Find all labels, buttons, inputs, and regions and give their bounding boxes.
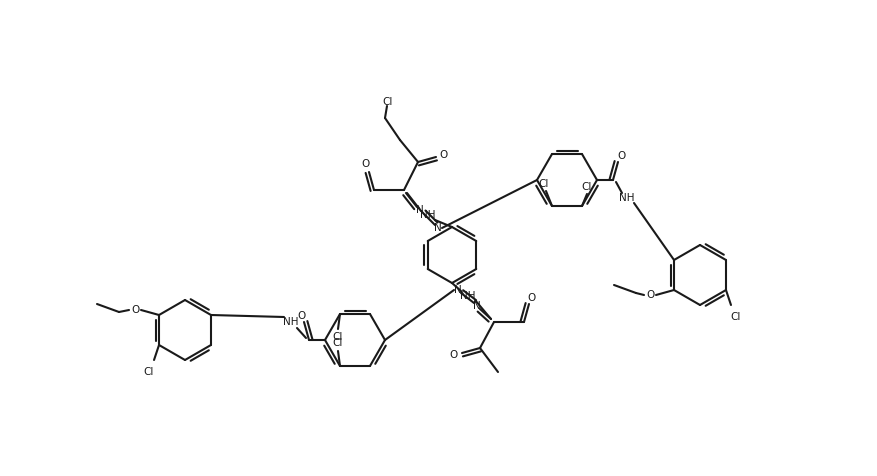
- Text: O: O: [297, 311, 305, 321]
- Text: Cl: Cl: [332, 338, 343, 348]
- Text: Cl: Cl: [538, 179, 549, 189]
- Text: O: O: [617, 151, 625, 161]
- Text: Cl: Cl: [144, 367, 154, 377]
- Text: Cl: Cl: [383, 97, 393, 107]
- Text: O: O: [528, 293, 536, 303]
- Text: N: N: [454, 285, 462, 295]
- Text: Cl: Cl: [332, 332, 343, 342]
- Text: Cl: Cl: [581, 182, 592, 192]
- Text: O: O: [440, 150, 448, 160]
- Text: N: N: [434, 223, 442, 233]
- Text: Cl: Cl: [731, 312, 741, 322]
- Text: NH: NH: [619, 193, 635, 203]
- Text: N: N: [416, 205, 424, 215]
- Text: NH: NH: [283, 317, 299, 327]
- Text: NH: NH: [460, 291, 475, 301]
- Text: O: O: [131, 305, 139, 315]
- Text: N: N: [473, 301, 481, 311]
- Text: NH: NH: [420, 210, 436, 220]
- Text: O: O: [362, 159, 370, 169]
- Text: O: O: [645, 290, 654, 300]
- Text: O: O: [450, 350, 458, 360]
